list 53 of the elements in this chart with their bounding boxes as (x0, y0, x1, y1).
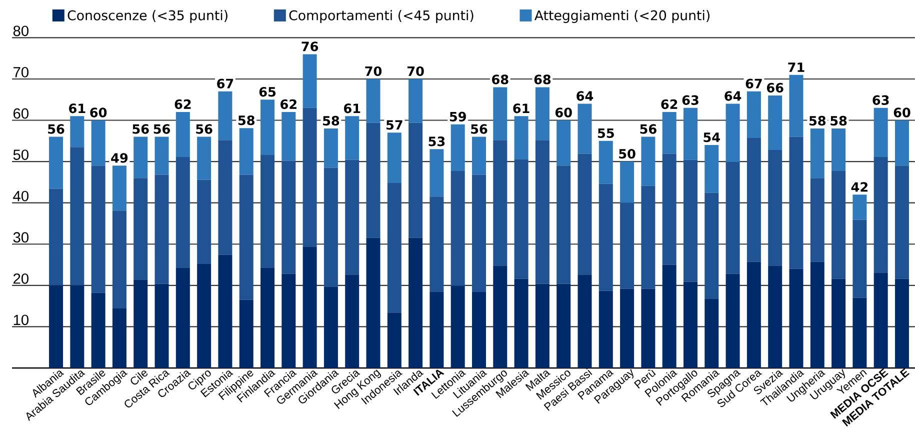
total-label: 61 (344, 104, 360, 114)
total-label: 54 (704, 132, 720, 142)
total-label: 59 (450, 112, 466, 122)
total-label: 62 (280, 99, 296, 110)
total-label: 64 (576, 91, 594, 101)
total-label: 68 (534, 74, 551, 84)
total-label: 71 (788, 62, 804, 72)
total-label: 65 (259, 87, 276, 97)
total-label: 58 (323, 116, 340, 126)
total-label: 67 (217, 78, 234, 88)
y-tick-label: 70 (14, 67, 28, 78)
total-label: 42 (851, 182, 868, 192)
total-label: 60 (90, 108, 107, 118)
total-label: 57 (386, 120, 402, 130)
total-label: 50 (619, 148, 636, 159)
total-label: 58 (238, 116, 254, 126)
total-label: 56 (132, 124, 149, 134)
total-label: 60 (894, 108, 910, 118)
total-label: 56 (48, 124, 64, 134)
y-tick-label: 30 (13, 232, 28, 243)
legend-label: Conoscenze (<35 punti) (68, 10, 228, 23)
total-label: 56 (640, 124, 656, 134)
total-label: 55 (598, 128, 614, 138)
total-label: 56 (154, 124, 170, 134)
total-label: 62 (661, 99, 678, 110)
total-label: 70 (408, 66, 424, 76)
y-tick-label: 80 (13, 26, 28, 36)
legend-label: Atteggiamenti (<20 punti) (534, 10, 710, 23)
total-label: 58 (830, 116, 847, 126)
total-label: 76 (302, 42, 318, 52)
y-tick-label: 20 (14, 273, 28, 284)
total-label: 53 (428, 136, 445, 146)
total-label: 56 (196, 124, 212, 134)
y-tick-label: 60 (14, 108, 28, 119)
total-label: 49 (111, 153, 128, 163)
total-label: 70 (365, 66, 382, 76)
y-tick-label: 40 (13, 190, 28, 202)
total-label: 63 (872, 95, 889, 105)
total-label: 61 (69, 104, 86, 114)
y-tick-label: 50 (13, 150, 28, 160)
total-label: 63 (682, 95, 698, 105)
total-label: 66 (766, 82, 784, 93)
total-label: 68 (492, 74, 508, 84)
total-label: 60 (555, 108, 572, 118)
x-tick-label: Cile (130, 370, 148, 385)
total-label: 58 (809, 116, 826, 126)
total-label: 64 (724, 91, 742, 101)
legend-label: Comportamenti (<45 punti) (289, 10, 474, 23)
total-label: 67 (746, 78, 762, 88)
total-label: 61 (513, 104, 530, 114)
total-label: 56 (471, 124, 488, 134)
y-tick-label: 10 (14, 314, 28, 326)
total-label: 62 (174, 99, 191, 110)
